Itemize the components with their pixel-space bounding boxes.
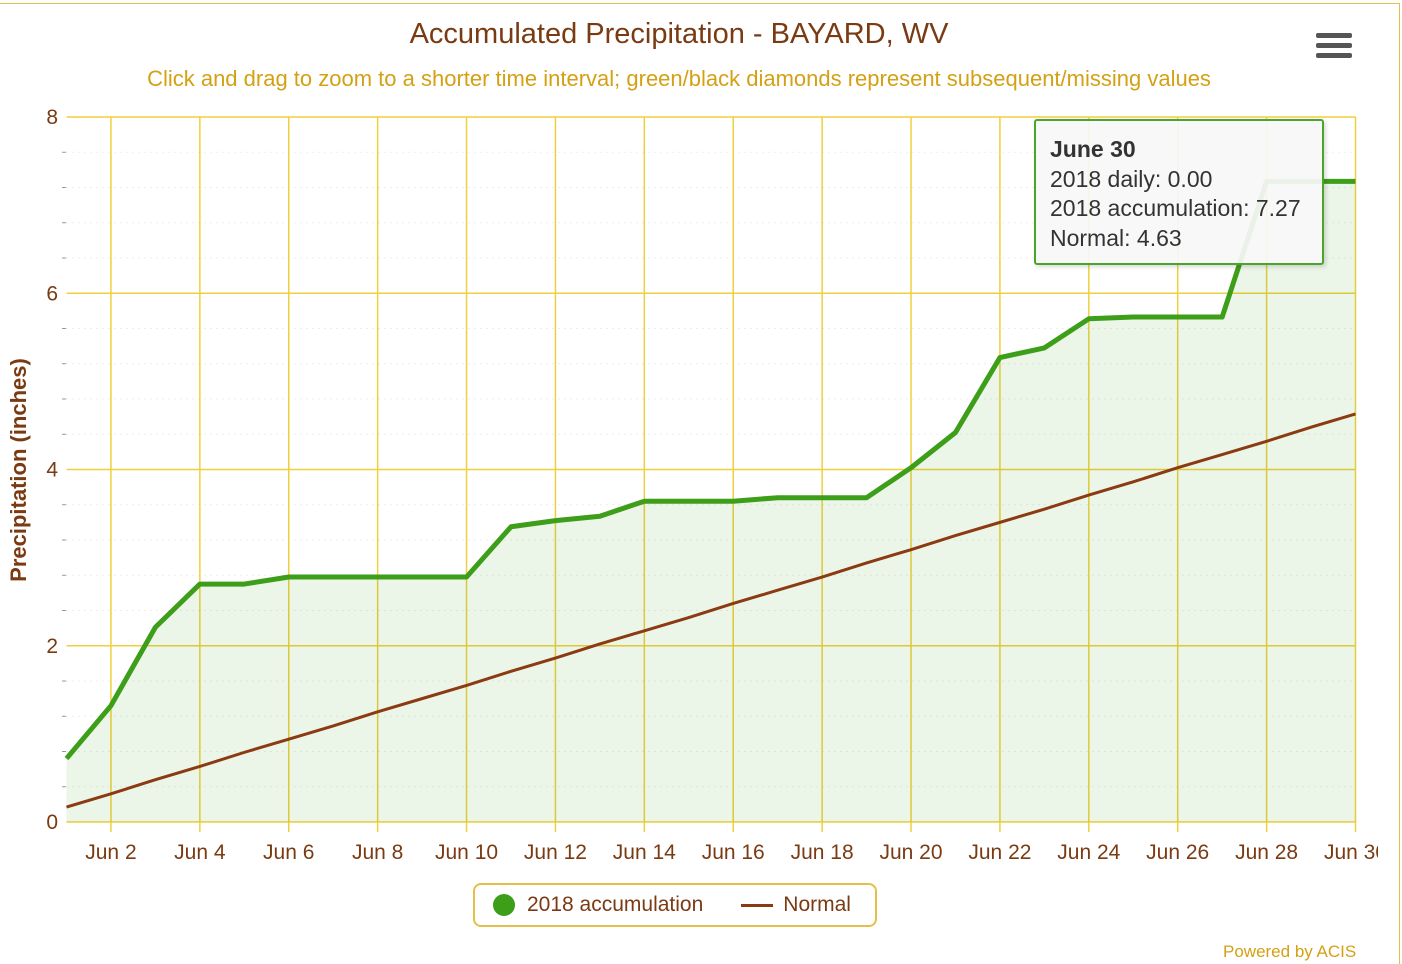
- y-tick-label: 8: [46, 106, 58, 129]
- chart-subtitle: Click and drag to zoom to a shorter time…: [147, 66, 1211, 91]
- y-tick-label: 2: [46, 635, 58, 658]
- series-layer: [64, 178, 1356, 823]
- tooltip: June 30 2018 daily: 0.00 2018 accumulati…: [1034, 119, 1324, 265]
- legend-item-2018[interactable]: 2018 accumulation: [475, 893, 703, 917]
- x-tick-label: Jun 10: [435, 841, 498, 864]
- x-tick-label: Jun 4: [174, 841, 226, 864]
- x-tick-label: Jun 2: [85, 841, 136, 864]
- y-axis-title: Precipitation (inches): [6, 358, 31, 582]
- x-tick-label: Jun 8: [352, 841, 403, 864]
- x-tick-label: Jun 12: [524, 841, 587, 864]
- chart-frame: [0, 3, 1400, 964]
- y-tick-label: 6: [46, 282, 58, 305]
- x-tick-label: Jun 24: [1057, 841, 1120, 864]
- legend-item-normal[interactable]: Normal: [703, 893, 851, 917]
- x-tick-label: Jun 18: [791, 841, 854, 864]
- tooltip-normal: Normal: 4.63: [1050, 224, 1182, 251]
- x-tick-label: Jun 14: [613, 841, 676, 864]
- tooltip-daily: 2018 daily: 0.00: [1050, 165, 1213, 192]
- legend-label: 2018 accumulation: [527, 893, 704, 916]
- legend-label: Normal: [783, 893, 851, 916]
- green-dot-icon: [493, 894, 515, 916]
- axis-labels: 0 2 4 6 8 Jun 2 Jun 4 Jun 6 Jun 8 Jun 10 Jun 12 Jun…: [46, 106, 1378, 864]
- credits-link[interactable]: Powered by ACIS: [1223, 942, 1357, 961]
- x-tick-label: Jun 16: [702, 841, 765, 864]
- legend: 2018 accumulation Normal: [473, 883, 877, 927]
- y-tick-label: 4: [46, 459, 58, 482]
- y-tick-label: 0: [46, 811, 58, 834]
- x-tick-label: Jun 30: [1324, 841, 1378, 864]
- x-tick-label: Jun 28: [1235, 841, 1298, 864]
- tooltip-accumulation: 2018 accumulation: 7.27: [1050, 195, 1301, 221]
- hamburger-menu-icon[interactable]: [1316, 33, 1352, 61]
- x-tick-label: Jun 6: [263, 841, 314, 864]
- normal-line: [66, 412, 1356, 809]
- x-tick-label: Jun 22: [968, 841, 1031, 864]
- tooltip-date: June 30: [1050, 136, 1136, 162]
- x-tick-label: Jun 20: [879, 841, 942, 864]
- x-tick-label: Jun 26: [1146, 841, 1209, 864]
- chart-svg[interactable]: 0 2 4 6 8 Jun 2 Jun 4 Jun 6 Jun 8 Jun 10 Jun 12 Jun…: [0, 0, 1378, 880]
- brown-line-icon: [741, 903, 774, 907]
- chart-title: Accumulated Precipitation - BAYARD, WV: [409, 18, 949, 50]
- accumulation-line: [64, 178, 1356, 761]
